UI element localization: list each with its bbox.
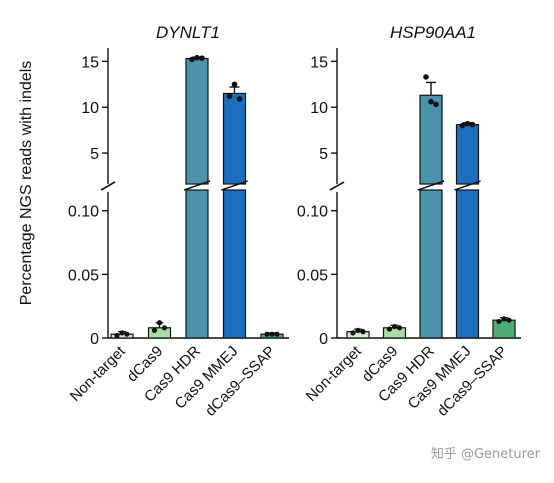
data-point: [360, 329, 366, 335]
y-tick-label: 0.10: [297, 204, 328, 221]
bar-Cas9 MMEJ-upper: [222, 92, 247, 185]
bar-break-line: [183, 180, 211, 191]
data-point: [161, 325, 168, 331]
data-point: [114, 332, 120, 339]
axis-break-mark: [100, 181, 116, 191]
data-point: [428, 98, 434, 105]
y-tick-label: 0.05: [68, 267, 99, 284]
panel-DYNLT1: DYNLT15101500.050.10Non-targetdCas9Cas9 …: [67, 23, 289, 420]
data-point: [269, 331, 275, 337]
data-point: [506, 317, 512, 323]
data-point: [119, 330, 125, 336]
y-axis-label: Percentage NGS reads with indels: [18, 61, 35, 306]
panel-HSP90AA1: HSP90AA15101500.050.10Non-targetdCas9Cas…: [297, 23, 521, 420]
bar-Cas9 HDR-upper: [419, 94, 443, 185]
y-tick-label: 15: [81, 54, 99, 71]
bar-break-line: [221, 180, 248, 191]
category-label: Non-target: [67, 342, 130, 405]
data-point: [156, 320, 163, 326]
bar-break-line: [454, 180, 481, 191]
data-point: [194, 54, 200, 61]
data-point: [274, 331, 280, 337]
bar-Cas9 HDR-upper: [185, 57, 209, 185]
axis-break-mark: [329, 181, 345, 191]
data-point: [496, 318, 502, 325]
bar-dCas9: [147, 327, 172, 339]
data-point: [231, 81, 238, 88]
bar-dCas9: [382, 327, 407, 339]
data-point: [423, 74, 429, 80]
category-label: Non-target: [303, 342, 366, 405]
data-point: [226, 93, 233, 99]
data-point: [464, 120, 471, 127]
data-point: [151, 327, 158, 333]
data-point: [199, 55, 205, 61]
y-tick-label: 5: [319, 146, 328, 163]
data-point: [355, 327, 361, 333]
data-point: [236, 96, 243, 102]
data-point: [264, 331, 270, 337]
panel-title: HSP90AA1: [390, 23, 476, 42]
y-tick-label: 15: [310, 54, 328, 71]
data-point: [350, 330, 356, 336]
y-tick-label: 5: [90, 146, 99, 163]
bar-dCas9–SSAP: [492, 319, 516, 339]
data-point: [189, 56, 195, 63]
y-tick-label: 0: [319, 331, 328, 348]
watermark: 知乎 @Geneturer: [430, 447, 540, 462]
data-point: [501, 316, 507, 322]
data-point: [469, 121, 476, 128]
panel-title: DYNLT1: [156, 23, 220, 42]
y-tick-label: 10: [310, 100, 328, 117]
y-tick-label: 0.05: [297, 267, 328, 284]
data-point: [386, 326, 393, 332]
y-tick-label: 0.10: [68, 204, 99, 221]
bar-Cas9 HDR: [185, 189, 209, 339]
data-point: [391, 323, 398, 330]
data-point: [124, 331, 130, 337]
y-tick-label: 10: [81, 100, 99, 117]
bar-Cas9 MMEJ: [222, 189, 247, 339]
bar-break-line: [417, 180, 445, 191]
data-point: [459, 122, 466, 129]
data-point: [433, 101, 439, 108]
bar-Cas9 MMEJ: [455, 189, 480, 339]
y-tick-label: 0: [90, 331, 99, 348]
data-point: [396, 325, 403, 331]
bar-Cas9 MMEJ-upper: [455, 124, 480, 185]
bar-Cas9 HDR: [419, 189, 443, 339]
